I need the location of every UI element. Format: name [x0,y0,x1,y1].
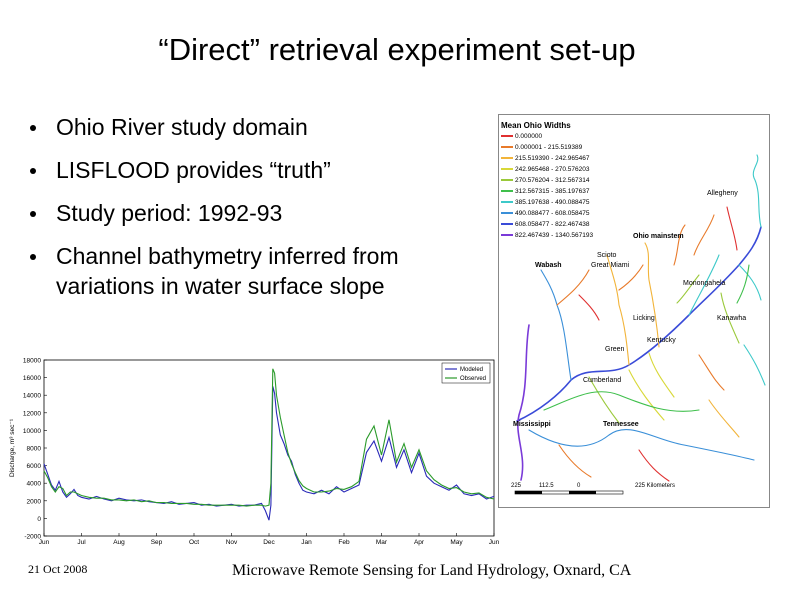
x-tick-label: Jun [489,539,500,546]
map-legend-item: 822.467439 - 1340.567193 [501,232,593,239]
plot-area [43,359,495,537]
map-label-mississippi: Mississippi [513,421,551,428]
map-label-kanawha: Kanawha [717,315,747,322]
y-tick-label: 12000 [23,410,41,417]
y-tick-label: 6000 [27,463,42,470]
legend-label: 312.567315 - 385.197637 [515,188,590,195]
legend-label: 490.088477 - 608.058475 [515,210,590,217]
scale-tick: 0 [577,483,581,489]
legend-swatch-icon [501,146,513,149]
ohio-river-map: Mean Ohio Widths 0.000000 0.000001 - 215.… [498,114,770,508]
map-label-scioto: Scioto [597,252,617,259]
x-tick-label: Mar [376,539,388,546]
bullet-text: LISFLOOD provides “truth” [56,157,331,183]
map-legend-item: 242.965468 - 270.576203 [501,166,589,173]
legend-swatch-icon [501,190,513,193]
y-tick-label: 4000 [27,481,42,488]
series-line-modeled [43,386,495,521]
legend-swatch-icon [501,234,513,237]
map-legend-title: Mean Ohio Widths [501,121,571,130]
legend-label: 0.000000 [515,133,543,140]
bullet-dot-icon [30,211,36,217]
y-tick-label: 16000 [23,375,41,382]
legend-label: 822.467439 - 1340.567193 [515,232,594,239]
bullet-text: Ohio River study domain [56,114,308,140]
scale-tick: 225 Kilometers [635,483,676,489]
y-tick-label: 18000 [23,358,41,365]
legend-label: 242.965468 - 270.576203 [515,166,590,173]
map-legend-item: 215.519390 - 242.965467 [501,155,589,162]
legend-label: 215.519390 - 242.965467 [515,155,590,162]
x-tick-label: Sep [151,539,163,546]
map-label-great-miami: Great Miami [591,262,630,269]
map-label-monongahela: Monongahela [683,280,726,287]
x-tick-label: Oct [189,539,199,546]
bullet-dot-icon [30,254,36,260]
series-line-observed [43,368,495,507]
bullet-item: Ohio River study domain [28,112,488,142]
x-tick-label: Apr [414,539,425,546]
bullet-dot-icon [30,168,36,174]
x-tick-label: Jun [39,539,50,546]
x-tick-label: Feb [338,539,350,546]
slide-title: “Direct” retrieval experiment set-up [158,32,636,67]
legend-swatch-icon [501,201,513,204]
map-legend-item: 0.000001 - 215.519389 [501,144,582,151]
legend-label: 0.000001 - 215.519389 [515,144,583,151]
y-tick-label: 10000 [23,428,41,435]
map-label-cumberland: Cumberland [583,377,622,384]
map-legend-item: 312.567315 - 385.197637 [501,188,589,195]
map-legend-item: 0.000000 [501,133,542,140]
y-axis-label: Discharge, m³ sec⁻¹ [9,418,16,477]
map-legend-item: 385.197638 - 490.088475 [501,199,589,206]
x-tick-label: Jul [77,539,86,546]
map-label-allegheny: Allegheny [707,190,738,197]
map-label-green: Green [605,346,625,353]
bullet-text: Study period: 1992-93 [56,200,283,226]
legend-swatch-icon [501,168,513,171]
scale-tick: 225 [511,483,522,489]
legend-label: 270.576204 - 312.567314 [515,177,590,184]
legend-label: 608.058477 - 822.467438 [515,221,590,228]
map-legend-item: 490.088477 - 608.058475 [501,210,589,217]
y-tick-label: 2000 [27,498,42,505]
x-tick-label: Jan [301,539,312,546]
map-legend-item: 270.576204 - 312.567314 [501,177,589,184]
bullet-text: Channel bathymetry inferred from variati… [56,243,399,299]
bullet-item: Channel bathymetry inferred from variati… [28,241,476,301]
footer-conference: Microwave Remote Sensing for Land Hydrol… [232,562,632,579]
chart-legend-label: Modeled [460,367,483,373]
discharge-chart: 18000 16000 14000 12000 10000 8000 6000 4000 200… [9,358,500,547]
legend-swatch-icon [501,223,513,226]
map-label-licking: Licking [633,315,655,322]
x-tick-label: Dec [263,539,275,546]
scale-tick: 112.5 [539,483,554,489]
bullet-list: Ohio River study domain LISFLOOD provide… [28,112,488,314]
y-tick-label: 0 [37,516,41,523]
map-label-tennessee: Tennessee [603,421,639,428]
bullet-item: LISFLOOD provides “truth” [28,155,488,185]
legend-swatch-icon [501,157,513,160]
y-tick-label: 14000 [23,393,41,400]
map-label-wabash: Wabash [535,262,562,269]
bullet-dot-icon [30,125,36,131]
y-tick-label: 8000 [27,446,42,453]
legend-swatch-icon [501,135,513,138]
map-legend-item: 608.058477 - 822.467438 [501,221,589,228]
x-tick-label: Aug [113,539,125,546]
bullet-item: Study period: 1992-93 [28,198,488,228]
legend-swatch-icon [501,212,513,215]
y-tick-label: -2000 [24,534,41,541]
river-network-drawing [514,154,766,495]
map-label-kentucky: Kentucky [647,337,676,344]
chart-legend-label: Observed [460,376,486,382]
legend-swatch-icon [501,179,513,182]
x-tick-label: Nov [226,539,238,546]
map-label-ohio-mainstem: Ohio mainstem [633,233,684,240]
legend-label: 385.197638 - 490.088475 [515,199,590,206]
x-tick-label: May [450,539,463,546]
footer-date: 21 Oct 2008 [28,562,88,576]
